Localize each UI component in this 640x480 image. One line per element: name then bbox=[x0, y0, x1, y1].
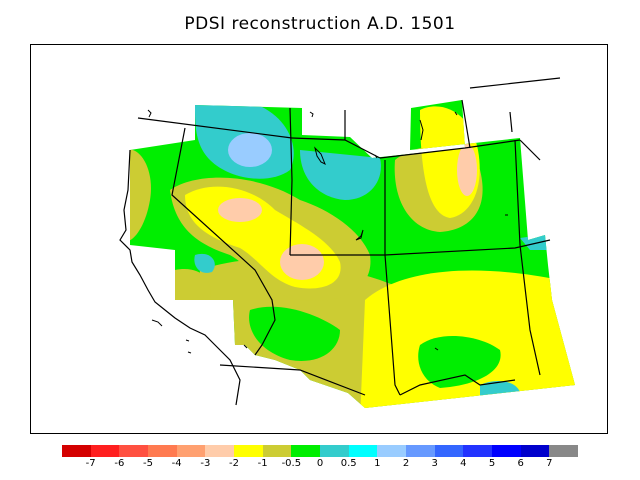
legend-colorbar bbox=[62, 445, 579, 457]
legend-swatch bbox=[434, 445, 464, 457]
legend-swatch bbox=[176, 445, 206, 457]
legend-label: 2 bbox=[402, 458, 410, 469]
legend-swatch bbox=[406, 445, 435, 457]
legend-label: -6 bbox=[114, 458, 125, 469]
field-southwest-dry bbox=[175, 269, 211, 300]
legend-label: 0.5 bbox=[340, 458, 357, 469]
legend-swatch bbox=[492, 445, 521, 457]
legend-label: -2 bbox=[229, 458, 239, 469]
legend-swatch bbox=[90, 445, 120, 457]
legend-label: -1 bbox=[257, 458, 268, 469]
field-wet-spot-idaho bbox=[228, 133, 272, 167]
map-title: PDSI reconstruction A.D. 1501 bbox=[184, 14, 456, 34]
legend-swatch bbox=[377, 445, 407, 457]
pdsi-map bbox=[119, 77, 575, 408]
field-southwest-green bbox=[249, 306, 340, 361]
legend-swatch bbox=[549, 445, 579, 457]
legend-label: 0 bbox=[316, 458, 324, 469]
legend-label: -5 bbox=[143, 458, 153, 469]
legend-swatch bbox=[262, 445, 292, 457]
legend-swatch bbox=[348, 445, 378, 457]
state-borders bbox=[137, 77, 561, 396]
legend-label: 1 bbox=[374, 458, 381, 469]
legend-swatch bbox=[119, 445, 149, 457]
legend-swatch bbox=[234, 445, 263, 457]
legend-label: -7 bbox=[85, 458, 96, 469]
field-central-wet bbox=[300, 150, 381, 200]
field-southeast-green bbox=[418, 335, 501, 388]
lakes bbox=[147, 109, 508, 354]
legend-swatch bbox=[291, 445, 321, 457]
legend-label: 6 bbox=[517, 458, 524, 469]
legend-label: 5 bbox=[488, 458, 496, 469]
legend-swatch bbox=[463, 445, 493, 457]
legend-swatch bbox=[148, 445, 177, 457]
legend-swatch bbox=[320, 445, 349, 457]
coastline bbox=[119, 149, 241, 406]
field-dry-spot-utah bbox=[280, 244, 324, 280]
legend-swatch bbox=[205, 445, 235, 457]
field-east-wet bbox=[520, 234, 548, 250]
legend-label: 7 bbox=[546, 458, 553, 469]
field-dry-spot-wyoming bbox=[457, 144, 477, 196]
legend-label: -0.5 bbox=[281, 458, 302, 469]
legend-labels: -7 -6 -5 -4 -3 -2 -1 -0.5 0 0.5 1 2 3 4 5 6 7 bbox=[62, 458, 578, 472]
field-west-wet bbox=[194, 253, 215, 273]
legend-swatch bbox=[62, 445, 91, 457]
legend-label: 3 bbox=[431, 458, 438, 469]
legend-label: -3 bbox=[200, 458, 211, 469]
field-west-coast-dry bbox=[130, 149, 151, 241]
legend-label: 4 bbox=[460, 458, 467, 469]
legend-label: -4 bbox=[171, 458, 182, 469]
field-dry-spot-nevada bbox=[218, 198, 262, 222]
legend-swatch bbox=[520, 445, 550, 457]
